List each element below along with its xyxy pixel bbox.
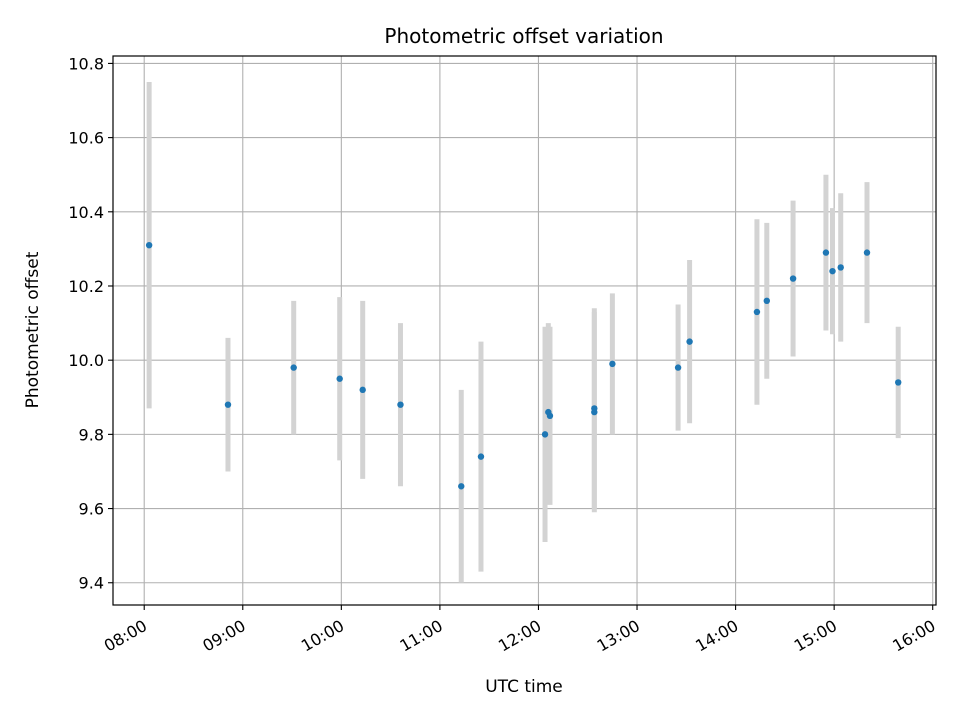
y-tick-label: 10.4	[68, 203, 104, 222]
data-point	[763, 297, 771, 305]
x-tick-label: 09:00	[199, 616, 248, 656]
data-point	[477, 453, 485, 460]
x-tick-label: 10:00	[298, 616, 347, 656]
y-tick-label: 10.2	[68, 277, 104, 296]
data-point	[541, 431, 549, 438]
plot-frame	[112, 55, 937, 606]
data-point	[591, 408, 598, 416]
y-tick-label: 9.6	[79, 500, 104, 519]
data-point	[609, 360, 616, 368]
x-tick-label: 13:00	[594, 616, 643, 656]
y-tick-label: 10.6	[68, 129, 104, 148]
x-axis-ticks: 08:00 09:00 10:00 11:00 12:00 13:00 14:00 15:00…	[101, 605, 939, 656]
data-point	[789, 275, 797, 282]
data-point	[895, 379, 902, 386]
data-point	[336, 375, 343, 382]
x-tick-label: 08:00	[101, 616, 150, 656]
data-point	[145, 241, 153, 249]
data-point	[674, 364, 682, 371]
x-tick-label: 15:00	[791, 616, 840, 656]
y-tick-label: 10.0	[68, 351, 104, 370]
y-axis-ticks: 9.4 9.6 9.8 10.0 10.2 10.4 10.6 10.8	[68, 54, 113, 593]
data-points	[145, 241, 902, 490]
data-point	[290, 364, 297, 371]
data-point	[829, 267, 836, 275]
data-point	[822, 249, 830, 256]
y-tick-label: 9.8	[79, 425, 104, 444]
data-point	[837, 264, 844, 271]
data-point	[224, 401, 232, 408]
data-point	[686, 338, 693, 345]
x-axis-title: UTC time	[485, 677, 563, 697]
y-axis-title: Photometric offset	[23, 251, 43, 408]
data-point	[458, 483, 465, 490]
y-tick-label: 9.4	[79, 574, 104, 593]
data-point	[359, 386, 366, 394]
data-point	[863, 249, 871, 256]
x-tick-label: 16:00	[889, 616, 938, 656]
y-tick-label: 10.8	[68, 54, 104, 73]
data-point	[546, 412, 554, 420]
data-point	[397, 401, 404, 408]
x-tick-label: 14:00	[692, 616, 741, 656]
error-bars	[146, 81, 901, 583]
grid-lines	[113, 56, 936, 605]
chart-title: Photometric offset variation	[384, 24, 663, 48]
x-tick-label: 11:00	[396, 616, 445, 656]
x-tick-label: 12:00	[495, 616, 544, 656]
data-point	[753, 308, 761, 316]
